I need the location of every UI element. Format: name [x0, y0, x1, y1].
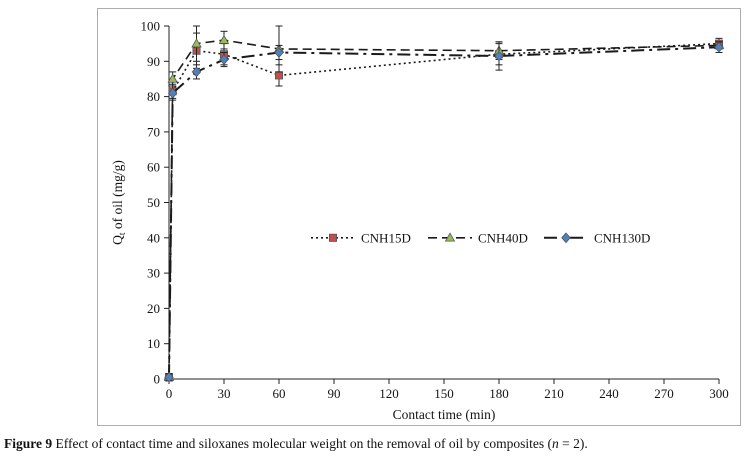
y-tick-label: 0 — [154, 372, 161, 387]
x-axis-title: Contact time (min) — [393, 407, 496, 422]
figure-caption: Figure 9 Effect of contact time and silo… — [4, 436, 752, 452]
y-tick-label: 10 — [147, 336, 160, 351]
x-tick-label: 60 — [273, 386, 286, 401]
y-tick-label: 80 — [147, 89, 160, 104]
x-tick-label: 210 — [544, 386, 564, 401]
figure-panel: 0 10 20 30 40 50 60 70 80 90 100 0 30 60 90 120 150 180 21… — [97, 8, 741, 426]
figure-caption-suffix: = 2). — [558, 436, 588, 451]
x-tick-label: 270 — [654, 386, 674, 401]
x-tick-label: 150 — [434, 386, 454, 401]
x-tick-label: 30 — [218, 386, 231, 401]
x-tick-label: 240 — [599, 386, 619, 401]
axes — [164, 25, 720, 384]
figure-caption-text: Effect of contact time and siloxanes mol… — [52, 436, 552, 451]
series-CNH40D — [163, 25, 725, 382]
series-CNH130D — [164, 41, 724, 383]
legend-label: CNH15D — [361, 230, 411, 245]
x-tick-label: 90 — [328, 386, 341, 401]
y-tick-label: 30 — [147, 266, 160, 281]
series-CNH15D — [165, 32, 724, 382]
y-tick-label: 60 — [147, 160, 160, 175]
x-tick-label: 180 — [489, 386, 509, 401]
y-tick-label: 20 — [147, 301, 160, 316]
legend: CNH15D CNH40D CNH130D — [311, 230, 650, 245]
series-line — [168, 39, 720, 378]
x-tick-label: 300 — [709, 386, 729, 401]
y-tick-label: 90 — [147, 54, 160, 69]
legend-label: CNH130D — [594, 230, 650, 245]
legend-label: CNH40D — [478, 230, 528, 245]
legend-item-CNH15D: CNH15D — [311, 230, 411, 245]
series-line — [168, 42, 720, 378]
y-tick-label: 100 — [141, 19, 161, 34]
tick-labels: 0 10 20 30 40 50 60 70 80 90 100 0 30 60 90 120 150 180 21… — [141, 19, 729, 402]
x-tick-label: 120 — [379, 386, 399, 401]
figure-caption-n-symbol: n — [551, 436, 559, 451]
x-tick-label: 0 — [166, 386, 173, 401]
y-tick-label: 40 — [147, 230, 160, 245]
line-chart: 0 10 20 30 40 50 60 70 80 90 100 0 30 60 90 120 150 180 21… — [110, 19, 729, 423]
figure-caption-label: Figure 9 — [4, 436, 53, 451]
y-tick-label: 70 — [147, 124, 160, 139]
legend-item-CNH40D: CNH40D — [428, 230, 528, 245]
y-tick-label: 50 — [147, 195, 160, 210]
legend-item-CNH130D: CNH130D — [544, 230, 650, 245]
series-line — [168, 46, 720, 378]
y-axis-title: Qt of oil (mg/g) — [110, 160, 128, 245]
